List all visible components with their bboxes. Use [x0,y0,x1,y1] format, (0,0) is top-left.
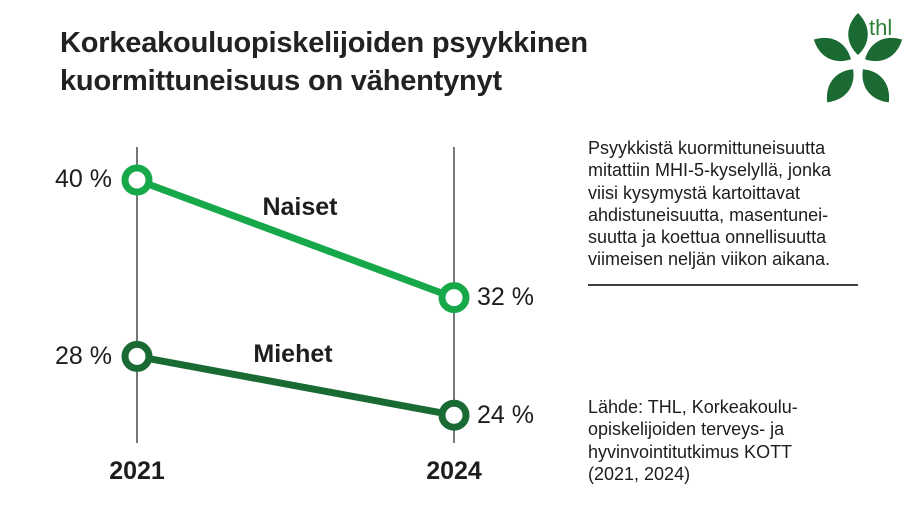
marker-naiset-2024 [438,282,470,314]
thl-logo-text: thl [869,15,892,40]
divider-line [588,284,858,286]
x-tick-2024: 2024 [426,457,482,485]
marker-miehet-2024 [438,399,470,431]
x-tick-2021: 2021 [109,457,165,485]
logo-petal [848,13,868,55]
series-label-naiset: Naiset [262,193,338,221]
source-text: Lähde: THL, Korkeakoulu- opiskelijoiden … [588,397,798,484]
value-label-naiset-2021: 40 % [55,165,112,193]
value-label-miehet-2021: 28 % [55,342,112,370]
thl-logo: thl [813,13,903,103]
logo-petal [865,37,903,62]
series-layer [121,164,470,431]
series-label-miehet: Miehet [253,340,333,368]
marker-miehet-2021 [121,340,153,372]
logo-petal [813,37,851,62]
series-line-naiset [135,176,456,301]
logo-petal [826,69,854,103]
method-description: Psyykkistä kuormittuneisuutta mitattiin … [588,138,832,270]
series-line-miehet [136,352,455,419]
marker-naiset-2021 [121,164,153,196]
value-label-miehet-2024: 24 % [477,401,534,429]
thl-logo-flower [813,13,903,103]
page-title: Korkeakouluopiskelijoiden psyykkinen kuo… [60,27,588,97]
logo-petal [862,69,890,103]
value-label-naiset-2024: 32 % [477,283,534,311]
